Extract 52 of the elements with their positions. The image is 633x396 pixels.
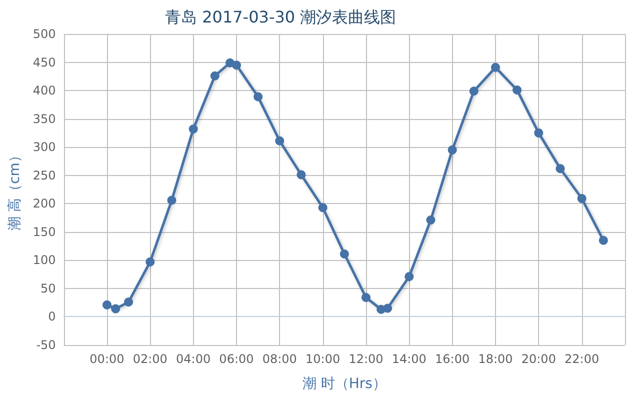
point bbox=[296, 170, 306, 180]
point bbox=[254, 92, 263, 102]
point bbox=[469, 86, 478, 96]
point bbox=[318, 203, 328, 212]
x-tick-label: 02:00 bbox=[132, 352, 168, 366]
chart-title: 青岛 2017-03-30 潮汐表曲线图 bbox=[165, 8, 396, 26]
point bbox=[232, 60, 241, 70]
y-axis-title: 潮 高（cm） bbox=[7, 148, 23, 230]
x-tick-label: 04:00 bbox=[176, 352, 211, 366]
y-tick-label: 200 bbox=[32, 196, 56, 211]
y-tick-label: 250 bbox=[32, 168, 56, 182]
y-tick-label: 450 bbox=[32, 55, 56, 70]
x-tick-label: 00:00 bbox=[90, 352, 124, 366]
x-tick-label: 14:00 bbox=[392, 352, 426, 366]
x-tick-label: 16:00 bbox=[435, 352, 470, 366]
point bbox=[340, 249, 349, 258]
point bbox=[491, 62, 500, 72]
y-tick-label: 0 bbox=[48, 310, 56, 324]
y-tick-label: 400 bbox=[32, 84, 56, 98]
point bbox=[188, 124, 198, 134]
y-tick-label: 300 bbox=[32, 140, 56, 154]
point bbox=[448, 145, 457, 154]
x-tick-label: 12:00 bbox=[348, 352, 384, 366]
point bbox=[146, 257, 155, 266]
point bbox=[275, 136, 284, 146]
y-tick-label: 50 bbox=[40, 281, 56, 296]
point bbox=[102, 300, 112, 310]
x-axis-title: 潮 时（Hrs） bbox=[302, 376, 386, 392]
point bbox=[534, 128, 544, 138]
point bbox=[404, 272, 414, 282]
y-tick-label: 100 bbox=[32, 253, 56, 268]
point bbox=[361, 293, 370, 302]
x-tick-label: 22:00 bbox=[564, 352, 600, 366]
x-tick-label: 06:00 bbox=[219, 352, 254, 366]
x-tick-label: 18:00 bbox=[478, 352, 513, 366]
y-tick-label: 150 bbox=[32, 224, 56, 239]
point bbox=[383, 304, 392, 313]
point bbox=[111, 304, 120, 314]
point bbox=[167, 196, 176, 205]
point bbox=[210, 71, 220, 80]
point bbox=[598, 236, 608, 245]
point bbox=[512, 85, 522, 94]
x-tick-label: 10:00 bbox=[306, 352, 340, 366]
point bbox=[556, 164, 565, 174]
x-tick-label: 20:00 bbox=[521, 352, 556, 366]
y-tick-label: 500 bbox=[32, 27, 56, 41]
point bbox=[124, 298, 134, 307]
y-tick-label: 350 bbox=[32, 112, 56, 126]
point bbox=[426, 216, 436, 225]
y-tick-label: -50 bbox=[36, 338, 56, 352]
point bbox=[577, 194, 586, 204]
x-tick-label: 08:00 bbox=[262, 352, 297, 366]
